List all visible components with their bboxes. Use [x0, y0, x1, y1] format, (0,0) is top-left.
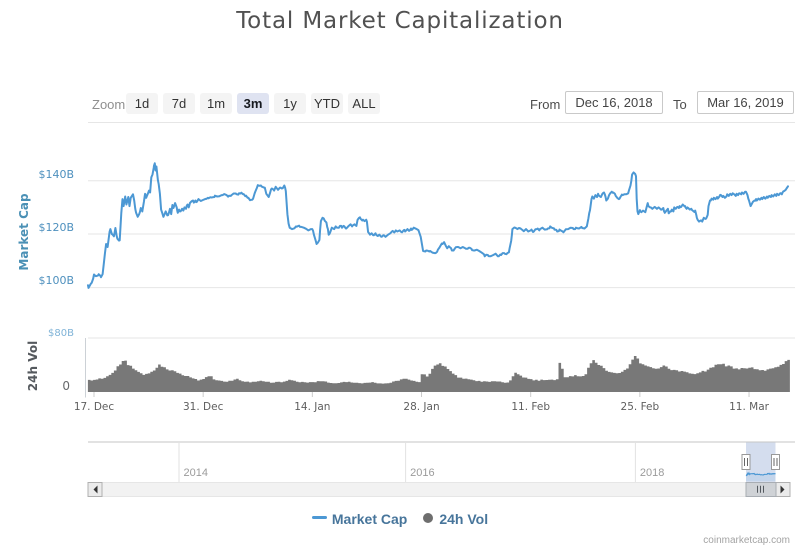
zoom-label: Zoom: [92, 97, 126, 112]
navigator-year-label: 2014: [183, 467, 208, 479]
x-axis-tick-label: 25. Feb: [620, 401, 660, 413]
volume-tick-label: 0: [62, 379, 70, 394]
market-cap-tick-label: $100B: [38, 274, 74, 288]
legend-item-24h-vol[interactable]: 24h Vol: [423, 510, 488, 528]
x-axis-tick-label: 28. Jan: [403, 401, 440, 413]
zoom-button-ALL[interactable]: ALL: [348, 93, 380, 114]
to-date-input[interactable]: [697, 91, 794, 114]
navigator-year-label: 2018: [639, 467, 665, 479]
zoom-button-3m[interactable]: 3m: [237, 93, 269, 114]
zoom-button-1m[interactable]: 1m: [200, 93, 232, 114]
zoom-button-YTD[interactable]: YTD: [311, 93, 343, 114]
navigator-series-fill: [746, 473, 776, 481]
zoom-button-7d[interactable]: 7d: [163, 93, 195, 114]
navigator-left-handle[interactable]: [741, 454, 751, 470]
market-cap-line: [87, 162, 789, 289]
navigator-selection-mask[interactable]: [746, 442, 776, 483]
x-axis-tick-label: 17. Dec: [73, 401, 115, 413]
market-cap-tick-label: $120B: [38, 220, 74, 234]
scrollbar-track[interactable]: [88, 482, 790, 497]
from-label: From: [530, 97, 561, 112]
legend-label: 24h Vol: [439, 510, 489, 527]
navigator-right-handle[interactable]: [771, 454, 780, 470]
watermark: coinmarketcap.com: [703, 534, 790, 546]
chart-title: Total Market Capitalization: [236, 8, 564, 34]
scrollbar-left-arrow-icon: [93, 485, 98, 494]
legend-item-market-cap[interactable]: Market Cap: [311, 510, 408, 528]
navigator-year-label: 2016: [410, 467, 435, 479]
x-axis-tick-label: 11. Feb: [511, 401, 550, 413]
legend: Market Cap 24h Vol: [0, 510, 800, 530]
navigator-series-line: [745, 471, 776, 477]
volume-tick-label: $80B: [48, 327, 74, 339]
volume-axis-title: 24h Vol: [26, 340, 40, 392]
zoom-button-1d[interactable]: 1d: [126, 93, 158, 114]
to-label: To: [673, 97, 687, 112]
market-cap-tick-label: $140B: [38, 167, 74, 181]
legend-line-marker: [311, 516, 327, 520]
zoom-button-group: 1d 7d 1m 3m 1y YTD ALL: [126, 93, 385, 114]
from-date-input[interactable]: [565, 91, 663, 114]
legend-circle-marker: [423, 512, 434, 523]
zoom-button-1y[interactable]: 1y: [274, 93, 306, 114]
scrollbar-right-arrow-icon: [780, 485, 785, 494]
x-axis-tick-label: 31. Dec: [182, 401, 224, 413]
x-axis-tick-label: 11. Mar: [729, 401, 769, 413]
volume-bars: [87, 356, 790, 392]
x-axis-tick-label: 14. Jan: [294, 401, 331, 413]
legend-label: Market Cap: [331, 510, 408, 527]
